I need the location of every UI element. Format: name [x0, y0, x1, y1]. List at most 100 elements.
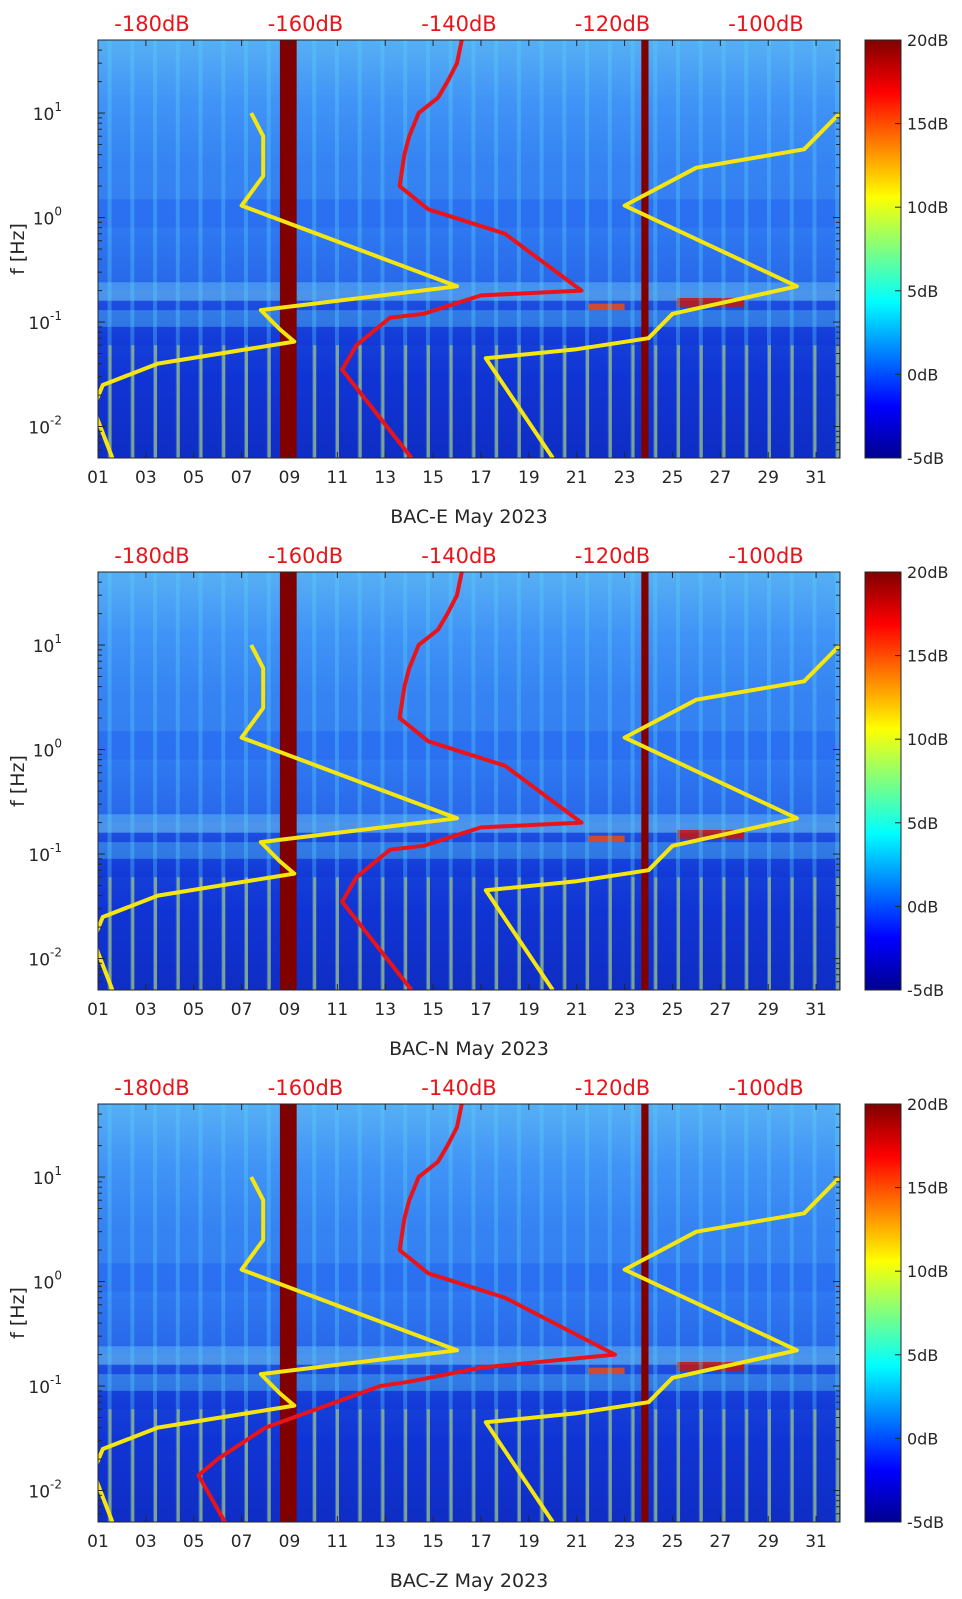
- daily-stripe: [403, 572, 408, 990]
- top-db-label: -100dB: [728, 12, 803, 36]
- colorbar: [864, 1103, 902, 1523]
- daily-stripe: [130, 1104, 135, 1522]
- y-tick-label: 101: [33, 1164, 62, 1189]
- top-db-label: -120dB: [575, 12, 650, 36]
- colorbar-tick-label: 20dB: [907, 31, 949, 50]
- x-tick-label: 25: [662, 1000, 684, 1020]
- daily-stripe: [153, 40, 158, 458]
- top-db-label: -160dB: [268, 12, 343, 36]
- low-freq-stripe: [608, 877, 612, 990]
- low-freq-stripe: [381, 1409, 385, 1522]
- frequency-band: [98, 877, 840, 990]
- y-tick-label: 10-1: [28, 1373, 62, 1398]
- daily-stripe: [334, 572, 339, 990]
- low-freq-stripe: [699, 1409, 703, 1522]
- daily-stripe: [221, 1104, 226, 1522]
- x-tick-label: 23: [614, 1532, 636, 1552]
- low-freq-stripe: [631, 1409, 635, 1522]
- hot-spot: [588, 1367, 625, 1375]
- spectrogram-panel-e: 01 03 05 07 09 11 13 15 17 19 21 23 25 27 29 31 10-210-…: [7, 12, 949, 528]
- top-db-label: -180dB: [114, 12, 189, 36]
- daily-stripe: [516, 40, 521, 458]
- low-freq-stripe: [813, 1409, 817, 1522]
- daily-stripe: [585, 40, 590, 458]
- frequency-band: [98, 572, 840, 732]
- low-freq-stripe: [222, 345, 226, 458]
- low-freq-stripe: [836, 1409, 840, 1522]
- daily-stripe: [744, 1104, 749, 1522]
- x-tick-label: 13: [374, 468, 396, 488]
- spectrogram-panel-z: 01 03 05 07 09 11 13 15 17 19 21 23 25 27 29 31 10-2 10-…: [7, 1076, 949, 1592]
- daily-stripe: [494, 1104, 499, 1522]
- low-freq-stripe: [654, 877, 658, 990]
- low-freq-stripe: [131, 1409, 135, 1522]
- daily-stripe: [380, 40, 385, 458]
- daily-stripe: [244, 1104, 249, 1522]
- daily-stripe: [766, 1104, 771, 1522]
- low-freq-stripe: [267, 345, 271, 458]
- low-freq-stripe: [131, 345, 135, 458]
- low-freq-stripe: [631, 877, 635, 990]
- daily-stripe: [721, 1104, 726, 1522]
- noise-curve: [98, 1176, 459, 1522]
- x-tick-label: 23: [614, 468, 636, 488]
- x-tick-label: 03: [135, 1000, 157, 1020]
- colorbar-tick-label: -5dB: [907, 449, 944, 468]
- y-tick-label: 101: [33, 632, 62, 657]
- x-tick-label: 29: [757, 468, 779, 488]
- colorbar-tick-label: 10dB: [907, 730, 949, 749]
- low-freq-stripe: [313, 877, 317, 990]
- noise-curve: [340, 572, 584, 990]
- daily-stripe: [403, 1104, 408, 1522]
- low-freq-stripe: [790, 877, 794, 990]
- daily-stripe: [698, 1104, 703, 1522]
- daily-stripe: [494, 40, 499, 458]
- daily-stripe: [539, 1104, 544, 1522]
- low-freq-stripe: [404, 877, 408, 990]
- daily-stripe: [266, 572, 271, 990]
- daily-stripe: [653, 572, 658, 990]
- low-freq-stripe: [426, 877, 430, 990]
- daily-stripe: [175, 572, 180, 990]
- daily-stripe: [198, 1104, 203, 1522]
- daily-stripe: [471, 40, 476, 458]
- x-tick-label: 29: [757, 1532, 779, 1552]
- noise-curve: [196, 1104, 617, 1522]
- x-tick-label: 09: [279, 1000, 301, 1020]
- colorbar-tick-label: 10dB: [907, 1262, 949, 1281]
- low-freq-stripe: [767, 1409, 771, 1522]
- daily-stripe: [812, 572, 817, 990]
- frequency-band: [98, 345, 840, 458]
- daily-stripe: [130, 40, 135, 458]
- x-tick-label: 05: [183, 468, 205, 488]
- x-tick-label: 19: [518, 468, 540, 488]
- low-freq-stripe: [222, 877, 226, 990]
- daily-stripe: [334, 1104, 339, 1522]
- low-freq-stripe: [449, 1409, 453, 1522]
- low-freq-stripe: [108, 1409, 112, 1522]
- y-tick-label: 100: [33, 737, 62, 762]
- frequency-band: [98, 1291, 840, 1355]
- x-tick-label: 19: [518, 1532, 540, 1552]
- x-tick-label: 07: [231, 468, 253, 488]
- low-freq-stripe: [654, 1409, 658, 1522]
- noise-curve: [483, 111, 840, 458]
- daily-stripe: [607, 40, 612, 458]
- top-db-ticks: -180dB -160dB -140dB -120dB -100dB: [114, 12, 803, 36]
- daily-stripe: [698, 572, 703, 990]
- low-freq-stripe: [790, 345, 794, 458]
- top-db-label: -160dB: [268, 1076, 343, 1100]
- daily-stripe: [425, 572, 430, 990]
- noise-curve: [340, 40, 584, 458]
- daily-stripe: [676, 572, 681, 990]
- y-axis-label: f [Hz]: [7, 1287, 29, 1339]
- low-freq-stripe: [131, 877, 135, 990]
- x-ticks: 01 03 05 07 09 11 13 15 17 19 21 23 25 27 29 31: [87, 1104, 827, 1552]
- low-freq-stripe: [176, 877, 180, 990]
- daily-stripe: [653, 40, 658, 458]
- spectrogram-bands: [98, 1104, 840, 1522]
- low-freq-stripe: [699, 877, 703, 990]
- low-freq-stripe: [495, 1409, 499, 1522]
- x-tick-label: 05: [183, 1532, 205, 1552]
- low-freq-stripe: [608, 1409, 612, 1522]
